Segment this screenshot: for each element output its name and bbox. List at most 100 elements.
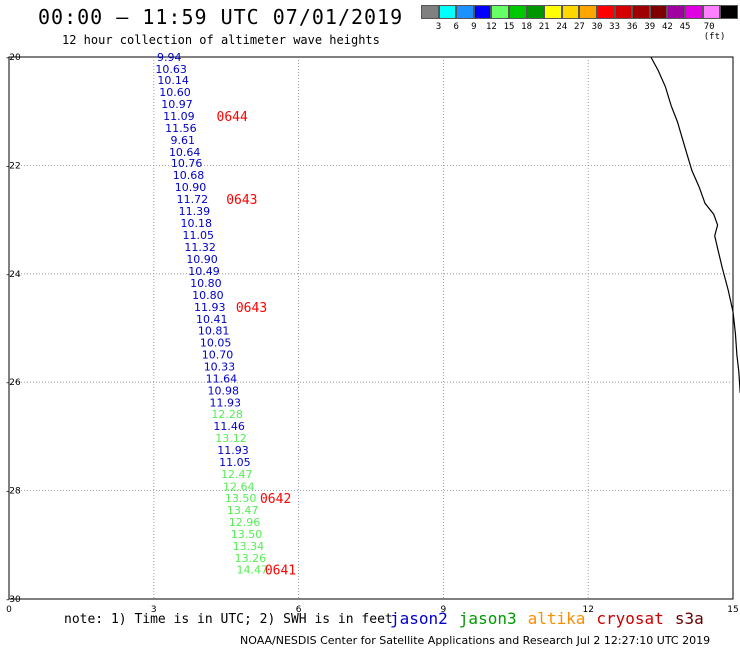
wave-height-value: 11.46 [213,420,245,433]
color-scale-label: 30 [591,22,603,32]
legend-item-s3a: s3a [674,609,704,628]
color-swatch [702,5,721,19]
wave-height-value: 10.14 [157,74,189,87]
y-tick-label: -22 [6,161,21,171]
wave-height-value: 11.72 [177,193,209,206]
color-scale-label: 42 [661,22,673,32]
wave-height-value: 11.93 [217,444,249,457]
wave-height-value: 10.05 [200,337,232,350]
coastline [650,56,740,394]
color-scale-label: 3 [435,22,442,32]
x-tick-label: 12 [582,605,593,615]
wave-height-value: 13.50 [231,528,263,541]
wave-height-value: 10.41 [196,313,228,326]
color-scale-label: 9 [471,22,477,32]
wave-height-value: 12.28 [211,408,243,421]
x-tick-label: 0 [6,605,12,615]
color-scale-label: 27 [573,22,585,32]
wave-height-value: 10.63 [155,63,187,76]
x-tick-label: 3 [151,605,157,615]
color-scale-label: 24 [556,22,568,32]
color-swatch [614,5,633,19]
wave-height-value: 11.56 [165,122,197,135]
color-swatch [508,5,527,19]
x-tick-label: 15 [727,605,738,615]
legend-item-cryosat: cryosat [596,609,664,628]
y-tick-label: -30 [6,595,21,605]
credit-line: NOAA/NESDIS Center for Satellite Applica… [240,634,711,647]
y-tick-label: -28 [6,487,21,497]
wave-height-value: 10.33 [204,360,236,373]
wave-height-value: 10.80 [192,289,224,302]
color-scale-label: 33 [609,22,621,32]
wave-height-value: 12.47 [221,468,253,481]
wave-height-value: 11.39 [179,205,211,218]
y-tick-label: -20 [6,53,21,63]
wave-height-value: 10.90 [186,253,218,266]
color-swatch [632,5,650,19]
wave-height-value: 10.90 [175,181,207,194]
wave-height-value: 9.61 [171,134,196,147]
wave-height-value: 10.98 [208,384,240,397]
color-swatch [720,5,738,19]
pass-time-label: 0642 [260,492,291,507]
color-swatch [473,5,492,19]
wave-height-value: 10.64 [169,146,201,159]
map-frame [8,56,734,600]
wave-height-value: 10.60 [159,86,191,99]
wave-height-value: 10.70 [202,349,234,362]
wave-height-value: 11.93 [209,396,241,409]
footer-note: note: 1) Time is in UTC; 2) SWH is in fe… [64,612,393,627]
color-swatch [667,5,685,19]
wave-height-value: 13.47 [227,504,259,517]
color-swatch [421,5,439,19]
color-swatch [456,5,474,19]
wave-height-value: 12.64 [223,480,255,493]
pass-time-label: 0643 [236,301,267,316]
color-swatch [491,5,509,19]
y-tick-label: -26 [6,378,21,388]
wave-height-value: 11.64 [206,372,238,385]
color-swatch [544,5,562,19]
color-scale-bar [421,5,738,21]
color-scale-label: 21 [538,22,550,32]
x-tick-label: 9 [441,605,447,615]
wave-height-value: 9.94 [157,51,182,64]
x-tick-label: 6 [296,605,302,615]
color-swatch [684,5,703,19]
pass-time-label: 0641 [265,564,296,579]
wave-height-value: 13.12 [215,432,247,445]
wave-height-value: 10.81 [198,325,230,338]
wave-height-value: 14.47 [237,564,269,577]
wave-height-value: 10.76 [171,157,203,170]
color-scale-label: 39 [644,22,656,32]
color-scale-label: 15 [503,22,515,32]
color-scale-label: 12 [485,22,497,32]
y-tick-label: -24 [6,270,21,280]
color-scale-label: 18 [521,22,533,32]
satellite-legend: jason2 jason3 altika cryosat s3a [390,609,715,628]
wave-height-value: 11.09 [163,110,195,123]
legend-item-jason3: jason3 [458,609,517,628]
color-swatch [438,5,457,19]
pass-time-label: 0644 [217,110,248,125]
wave-height-value: 10.80 [190,277,222,290]
wave-height-value: 10.68 [173,169,205,182]
wave-height-value: 10.97 [161,98,193,111]
legend-item-jason2: jason2 [390,609,448,628]
wave-height-value: 10.18 [181,217,213,230]
color-swatch [649,5,668,19]
color-scale-label: 6 [453,22,459,32]
wave-height-value: 11.93 [194,301,226,314]
wave-height-value: 11.05 [182,229,214,242]
color-scale-label: 70 (ft) [703,22,726,42]
wave-height-value: 10.49 [188,265,220,278]
map-subtitle: 12 hour collection of altimeter wave hei… [62,33,380,47]
pass-time-label: 0643 [226,193,257,208]
color-swatch [596,5,615,19]
wave-height-value: 12.96 [229,516,261,529]
color-scale-label: 36 [626,22,638,32]
color-swatch [561,5,580,19]
wave-height-value: 11.32 [184,241,216,254]
